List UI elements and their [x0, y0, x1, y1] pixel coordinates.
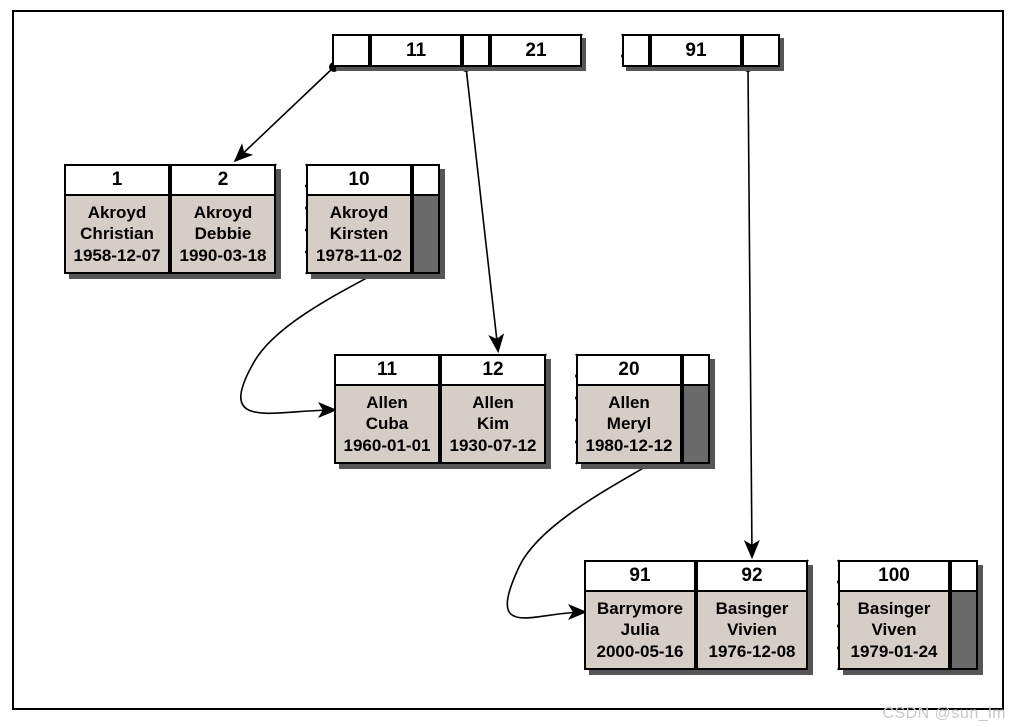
leaf-stub-body [950, 592, 978, 670]
index-cell: 21 [490, 34, 582, 67]
leaf-body: AllenCuba1960-01-01 [334, 386, 440, 464]
leaf-header: 11 [334, 354, 440, 386]
diagram-frame: 11 21 91 1AkroydChristian1958-12-072AkroydD… [12, 10, 1004, 710]
leaf-body: BasingerVivien1976-12-08 [696, 592, 808, 670]
leaf-header: 92 [696, 560, 808, 592]
leaf-stub-body [682, 386, 710, 464]
leaf-header: 2 [170, 164, 276, 196]
leaf-body: BasingerViven1979-01-24 [838, 592, 950, 670]
index-cell: 91 [650, 34, 742, 67]
index-cell [742, 34, 780, 67]
leaf-header: 12 [440, 354, 546, 386]
leaf-body: BarrymoreJulia2000-05-16 [584, 592, 696, 670]
leaf-header: 91 [584, 560, 696, 592]
index-cell: 11 [370, 34, 462, 67]
leaf-body: AkroydChristian1958-12-07 [64, 196, 170, 274]
leaf-stub-header [682, 354, 710, 386]
leaf-header: 1 [64, 164, 170, 196]
watermark: CSDN @sun_lm [882, 705, 1006, 723]
leaf-stub-body [412, 196, 440, 274]
leaf-header: 100 [838, 560, 950, 592]
leaf-body: AkroydKirsten1978-11-02 [306, 196, 412, 274]
leaf-body: AllenMeryl1980-12-12 [576, 386, 682, 464]
index-cell [332, 34, 370, 67]
leaf-stub-header [950, 560, 978, 592]
leaf-stub-header [412, 164, 440, 196]
index-cell [462, 34, 490, 67]
leaf-header: 10 [306, 164, 412, 196]
leaf-body: AkroydDebbie1990-03-18 [170, 196, 276, 274]
leaf-header: 20 [576, 354, 682, 386]
index-cell [622, 34, 650, 67]
leaf-body: AllenKim1930-07-12 [440, 386, 546, 464]
